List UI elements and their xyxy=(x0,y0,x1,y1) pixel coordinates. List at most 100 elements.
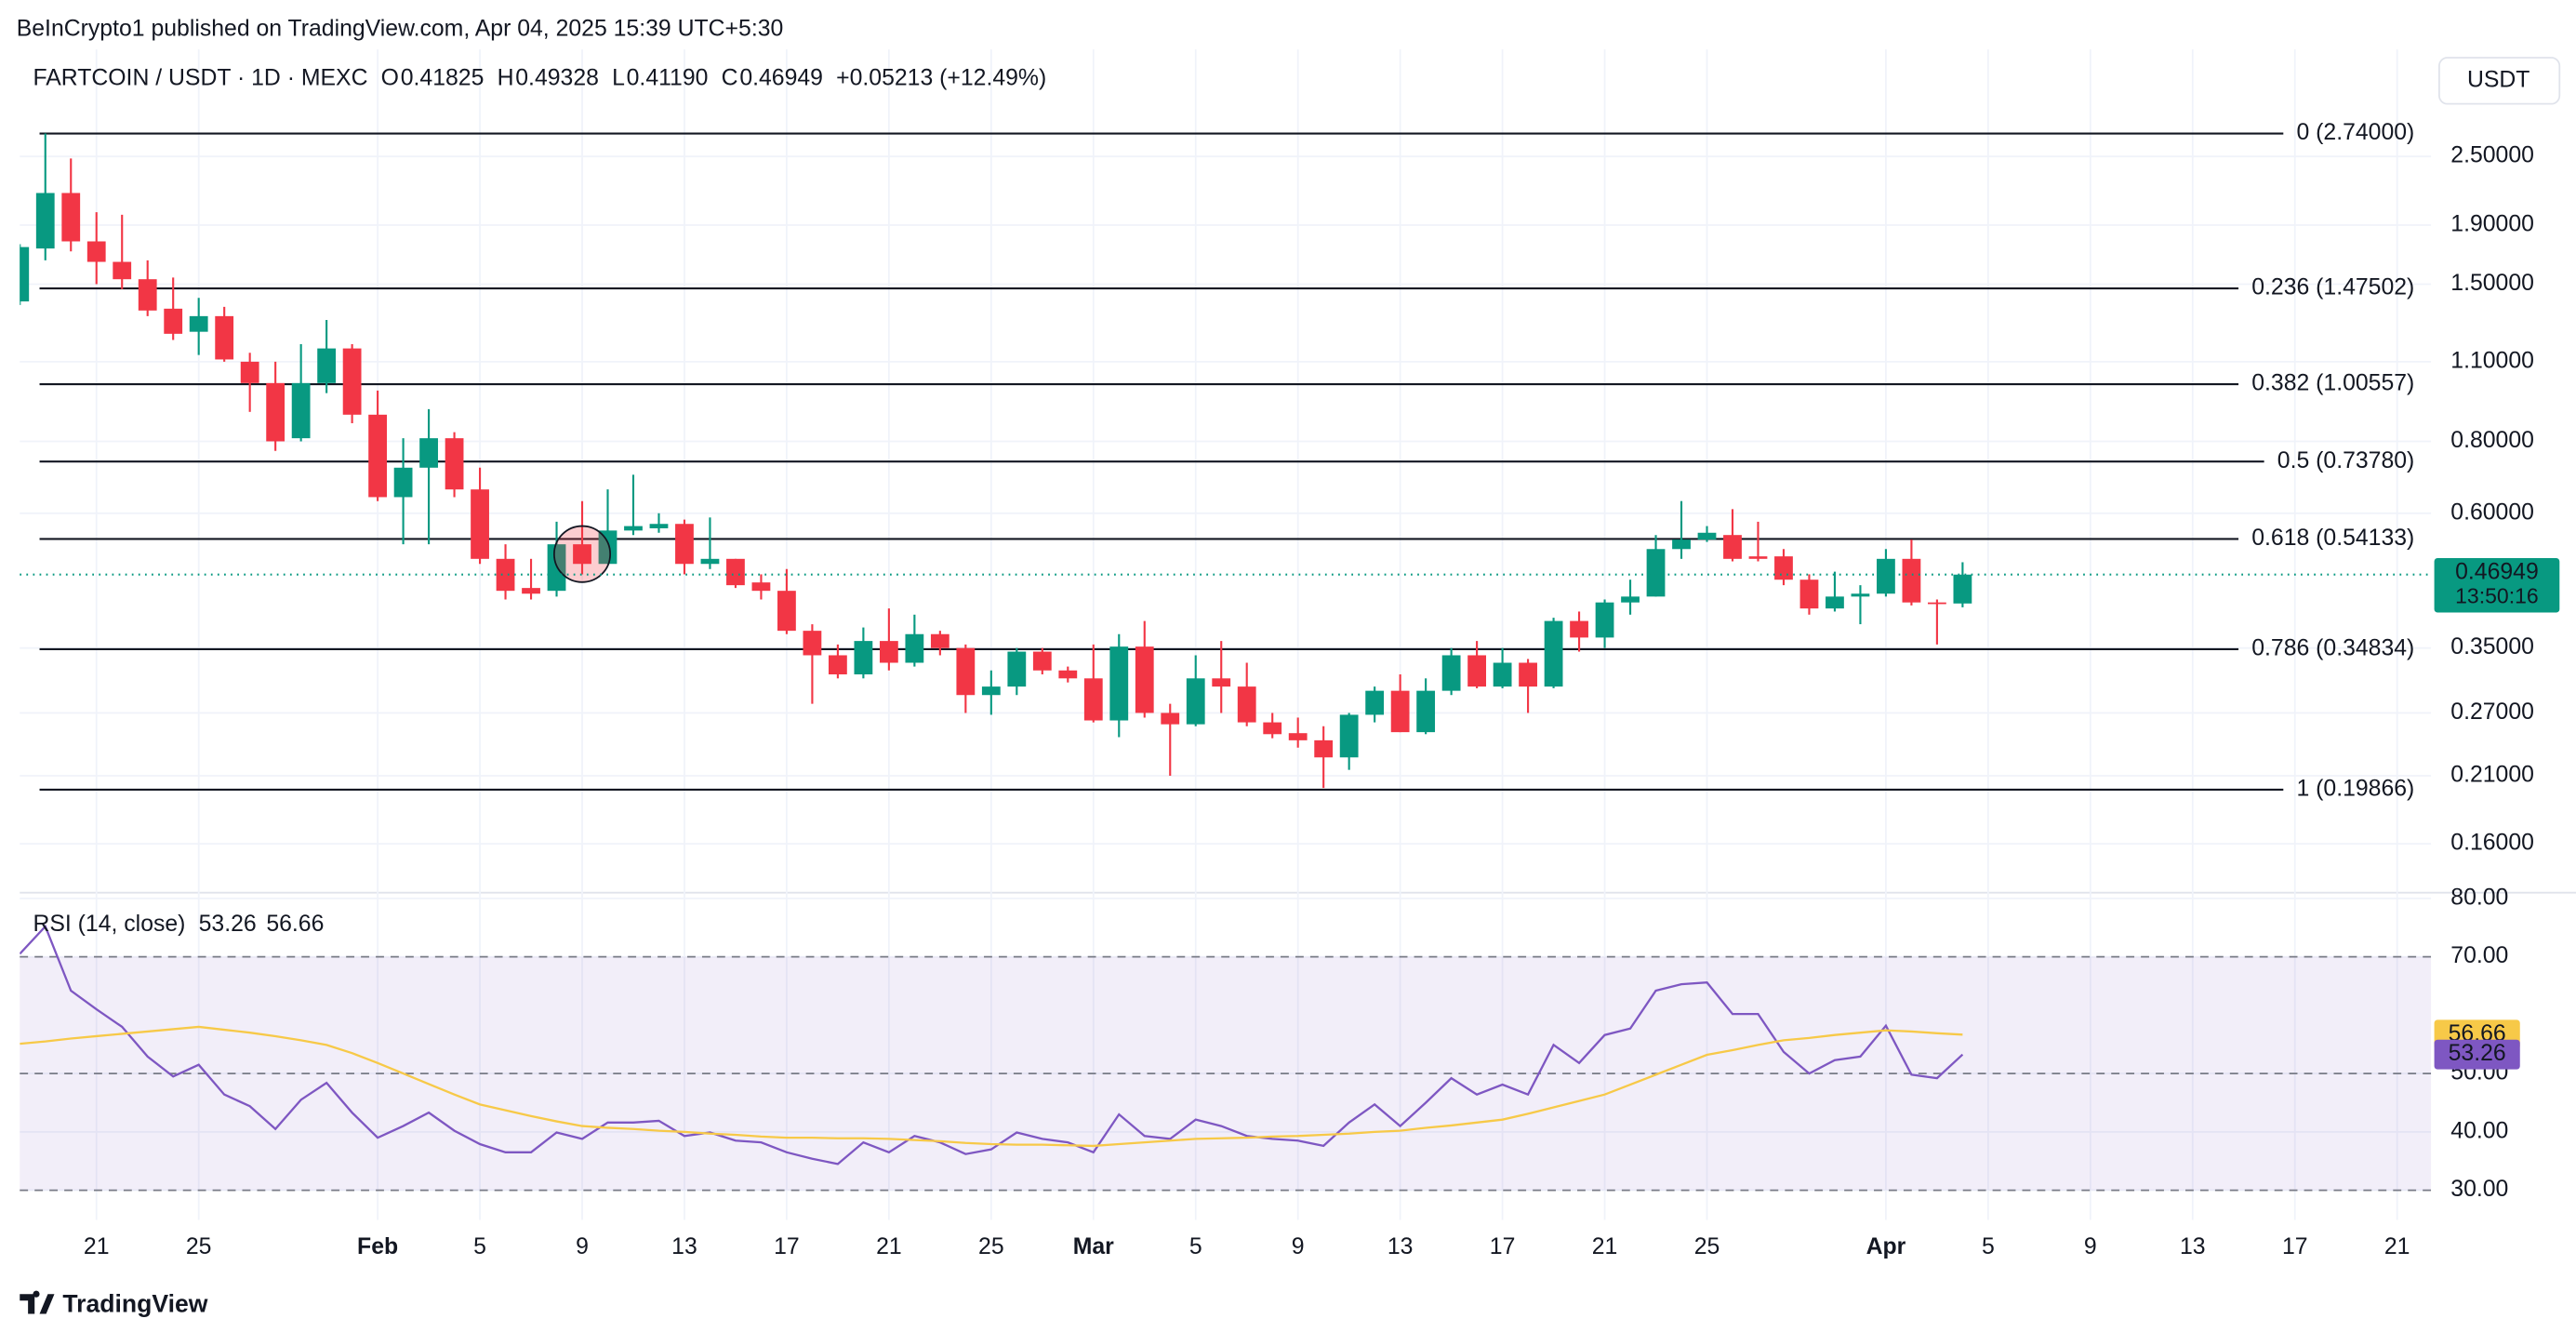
candle-body xyxy=(700,558,720,565)
x-tick-label: 25 xyxy=(978,1234,1004,1259)
candle-body xyxy=(1902,558,1921,603)
candle-body xyxy=(1774,556,1793,580)
x-tick-label: 5 xyxy=(473,1234,486,1259)
logo-text: TradingView xyxy=(62,1290,207,1318)
currency[interactable]: USDT xyxy=(2467,67,2530,92)
fib-label: 0.236 (1.47502) xyxy=(2251,275,2414,300)
x-tick-label: Apr xyxy=(1866,1234,1906,1259)
candle-body xyxy=(649,524,669,528)
candle-body xyxy=(1109,646,1129,721)
x-tick-label: 13 xyxy=(671,1234,697,1259)
x-tick-label: 21 xyxy=(876,1234,902,1259)
candle-body xyxy=(1928,602,1946,605)
y-tick-label: 1.50000 xyxy=(2450,271,2534,296)
candle-body xyxy=(164,308,183,334)
rsi-axis-label: 53.26 xyxy=(2449,1041,2506,1066)
logo: TradingView xyxy=(20,1290,208,1318)
rsi-band xyxy=(20,955,2432,1192)
y-tick-label: 1.90000 xyxy=(2450,212,2534,237)
ohlc-value: 0.41825 xyxy=(401,66,485,91)
currency-button[interactable] xyxy=(2438,57,2561,105)
x-tick-label: 25 xyxy=(186,1234,212,1259)
x-tick-label: Mar xyxy=(1073,1234,1114,1259)
rsi-value: 56.66 xyxy=(266,912,324,937)
x-tick-label: 17 xyxy=(774,1234,800,1259)
candle-body xyxy=(624,526,643,531)
candle-body xyxy=(20,246,30,302)
x-tick-label: 5 xyxy=(1189,1234,1202,1259)
published-note: BeInCrypto1 published on TradingView.com… xyxy=(17,16,784,41)
candle-body xyxy=(1519,662,1537,687)
candle-body xyxy=(1441,655,1461,691)
candle-body xyxy=(1799,579,1819,609)
candle-body xyxy=(1595,602,1614,638)
rsi-value: 53.26 xyxy=(199,912,257,937)
candle-body xyxy=(86,241,106,262)
rsi-label-box xyxy=(2434,1039,2520,1070)
candle-body xyxy=(1058,670,1078,679)
candle-body xyxy=(1877,558,1895,594)
candle-body xyxy=(1723,535,1742,559)
candle-body xyxy=(1237,686,1256,723)
ohlc-key: C xyxy=(722,66,738,91)
x-tick-label: 21 xyxy=(2384,1234,2410,1259)
rsi-title: RSI (14, close) xyxy=(33,912,185,937)
candle-body xyxy=(496,558,515,592)
rsi-line xyxy=(20,924,1964,1166)
candle-body xyxy=(1826,596,1844,609)
candle-body xyxy=(803,631,822,656)
y-tick-label: 40.00 xyxy=(2450,1118,2508,1143)
candle-body xyxy=(1032,651,1052,671)
candle-body xyxy=(61,193,81,242)
ohlc-value: 0.46949 xyxy=(739,66,823,91)
candle-body xyxy=(547,544,566,592)
candle-body xyxy=(829,655,847,675)
candle-body xyxy=(1672,539,1691,550)
candle-body xyxy=(598,530,617,565)
candle-body xyxy=(1467,655,1487,687)
candle-body xyxy=(342,348,362,415)
y-tick-label: 0.80000 xyxy=(2450,428,2534,453)
y-tick-label: 0.21000 xyxy=(2450,763,2534,788)
candles xyxy=(20,132,2284,791)
candle-body xyxy=(879,641,898,663)
candle-body xyxy=(1748,556,1768,559)
candle-body xyxy=(1953,574,1972,604)
candle-body xyxy=(675,524,694,565)
fib-label: 0.382 (1.00557) xyxy=(2251,371,2414,396)
y-tick-label: 0.35000 xyxy=(2450,634,2534,659)
candle-body xyxy=(1314,739,1334,758)
candle-body xyxy=(1697,532,1717,540)
candle-body xyxy=(35,193,55,249)
y-tick-label: 80.00 xyxy=(2450,885,2508,910)
x-tick-label: 21 xyxy=(1592,1234,1618,1259)
candle-body xyxy=(1288,733,1308,740)
candle-body xyxy=(854,641,873,675)
candle-body xyxy=(1621,596,1640,603)
x-tick-label: 5 xyxy=(1982,1234,1995,1259)
candle-body xyxy=(1544,620,1563,687)
candle-body xyxy=(1365,690,1385,715)
fib-label: 1 (0.19866) xyxy=(2296,776,2414,801)
ohlc-value: 0.49328 xyxy=(515,66,599,91)
candle-body xyxy=(215,315,234,360)
candle-body xyxy=(471,489,489,559)
y-tick-label: 0.27000 xyxy=(2450,699,2534,725)
candle-body xyxy=(1212,678,1231,687)
candle-body xyxy=(419,438,438,468)
candle-body xyxy=(1390,690,1410,733)
x-tick-label: Feb xyxy=(357,1234,398,1259)
candle-body xyxy=(1186,678,1205,725)
candle-body xyxy=(751,582,771,592)
candle-body xyxy=(1007,651,1027,687)
candle-body xyxy=(1646,549,1666,597)
symbol: FARTCOIN / USDT · 1D · MEXC xyxy=(33,66,367,91)
rsi-lines xyxy=(20,924,1964,1166)
candle-body xyxy=(138,279,157,311)
candle-body xyxy=(1416,690,1436,733)
candle-body xyxy=(317,348,337,383)
fib-label: 0.786 (0.34834) xyxy=(2251,636,2414,661)
x-tick-label: 13 xyxy=(1388,1234,1414,1259)
